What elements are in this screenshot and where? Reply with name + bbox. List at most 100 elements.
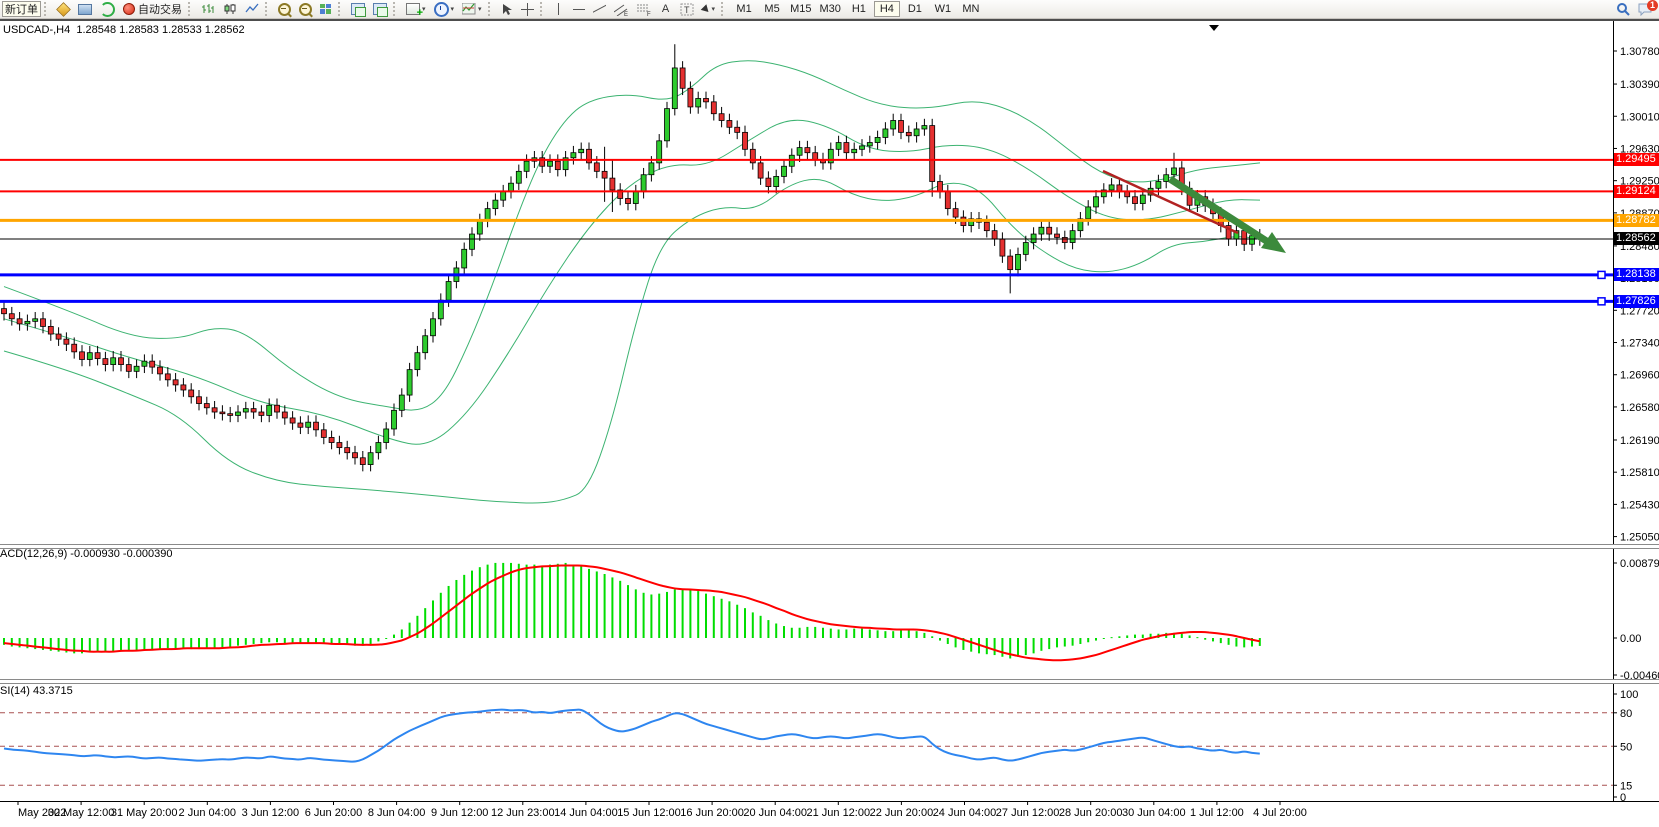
time-tick-label: 28 Jun 20:00 (1059, 807, 1123, 819)
chat-button[interactable]: 1 (1635, 0, 1658, 17)
metaeditor-button[interactable] (54, 1, 73, 17)
horizontal-line-button[interactable] (570, 1, 588, 17)
macd-bar (985, 638, 988, 655)
cursor-button[interactable] (498, 1, 516, 17)
vertical-line-button[interactable] (550, 1, 568, 17)
macd-bar (1251, 638, 1253, 647)
candlestick-button[interactable] (220, 1, 240, 17)
metaeditor-icon (56, 1, 71, 17)
clock-icon (433, 1, 449, 17)
toolbar: 新订单 自动交易 ▾ ▾ ▾ E F A T ▾ M1M5M15M30H1H4D… (0, 0, 1659, 19)
terminal-button[interactable] (75, 1, 95, 17)
macd-bar (260, 638, 263, 644)
timeframe-H4[interactable]: H4 (873, 1, 900, 17)
price-tick-label: 1.26580 (1620, 402, 1659, 414)
rsi-indicator-label: SI(14) 43.3715 (0, 685, 73, 697)
macd-bar (783, 626, 785, 638)
candle-down (1124, 191, 1131, 198)
candle-up (671, 67, 678, 110)
bar-chart-button[interactable] (198, 1, 218, 17)
chevron-down-icon[interactable]: ▾ (711, 6, 716, 13)
chevron-down-icon[interactable]: ▾ (450, 6, 455, 13)
timeframe-H1[interactable]: H1 (846, 1, 872, 17)
candle-down (1241, 230, 1248, 245)
zoom-out-button[interactable] (296, 1, 315, 17)
arrow-annotation-head[interactable] (1261, 232, 1286, 253)
search-button[interactable] (1613, 1, 1633, 17)
market-button[interactable] (97, 1, 118, 17)
candle-down (929, 125, 936, 182)
candle-down (734, 126, 741, 133)
line-chart-button[interactable] (242, 1, 262, 17)
timeframe-M30[interactable]: M30 (816, 1, 843, 17)
channel-button[interactable]: E (611, 1, 632, 17)
candle-up (547, 160, 553, 167)
timeframe-MN[interactable]: MN (958, 1, 984, 17)
chevron-down-icon[interactable]: ▾ (422, 6, 426, 13)
candle-up (570, 152, 577, 159)
profiles-button[interactable]: ▾ (431, 1, 458, 17)
candle-down (211, 407, 218, 413)
level-handle[interactable] (1597, 270, 1606, 280)
candle-down (344, 447, 351, 454)
chevron-down-icon[interactable]: ▾ (478, 6, 482, 13)
macd-bar (634, 589, 637, 638)
indicators-icon (462, 3, 476, 15)
candle-up (562, 157, 569, 171)
macd-bar (1071, 638, 1074, 646)
candle-down (617, 189, 624, 199)
timeframe-D1[interactable]: D1 (902, 1, 928, 17)
line-chart-icon (245, 3, 259, 13)
arrow-annotation-shaft[interactable] (1168, 176, 1270, 245)
macd-signal-line (3, 564, 1261, 662)
text-label-icon: T (680, 3, 694, 15)
text-button[interactable]: A (657, 1, 675, 17)
candle-up (110, 357, 117, 365)
price-label-1.28138: 1.28138 (1614, 268, 1659, 282)
timeframe-W1[interactable]: W1 (930, 1, 956, 17)
cascade-button[interactable] (348, 1, 368, 17)
candle-down (328, 437, 335, 443)
price-label-1.28562: 1.28562 (1614, 232, 1659, 246)
timeframe-group: M1 M5 M15 M30 H1 H4 D1 W1 MN (730, 1, 985, 17)
auto-trading-button[interactable]: 自动交易 (120, 1, 185, 17)
timeframe-M1[interactable]: M1 (731, 1, 757, 17)
timeframe-M5[interactable]: M5 (759, 1, 785, 17)
pane-separator[interactable] (0, 544, 1659, 549)
fibonacci-button[interactable]: F (634, 1, 655, 17)
pane-separator[interactable] (0, 679, 1659, 684)
macd-bar (88, 638, 91, 653)
chart-shift-marker[interactable] (1209, 25, 1219, 31)
new-chart-button[interactable]: ▾ (403, 1, 429, 19)
macd-bar (876, 630, 879, 638)
candle-down (47, 326, 54, 335)
macd-bar (1056, 638, 1058, 648)
macd-bar (471, 570, 473, 638)
indicators-button[interactable]: ▾ (459, 1, 485, 17)
macd-bar (1126, 635, 1129, 638)
arrows-button[interactable]: ▾ (699, 1, 719, 17)
macd-bar (463, 574, 466, 638)
candle-down (991, 230, 998, 240)
trendline-annotation[interactable] (1102, 169, 1239, 235)
text-label-button[interactable]: T (677, 1, 697, 17)
macd-bar (213, 638, 216, 649)
tile-windows-button[interactable] (317, 1, 335, 17)
crosshair-button[interactable] (518, 1, 537, 17)
candle-up (882, 128, 889, 138)
level-handle[interactable] (1597, 297, 1606, 306)
arrange-button[interactable] (370, 1, 390, 17)
time-tick-label: 1 Jul 12:00 (1190, 807, 1244, 819)
time-tick-label: 4 Jul 20:00 (1253, 807, 1307, 819)
candle-down (843, 142, 850, 154)
trendline-button[interactable] (590, 1, 609, 17)
price-tick-label: 1.27720 (1620, 305, 1659, 317)
search-icon (1617, 3, 1630, 16)
timeframe-M15[interactable]: M15 (787, 1, 814, 17)
macd-bar (954, 638, 957, 648)
new-order-button[interactable]: 新订单 (2, 1, 41, 17)
candle-down (726, 120, 733, 128)
zoom-in-button[interactable] (275, 1, 294, 17)
macd-bar (1048, 638, 1051, 650)
